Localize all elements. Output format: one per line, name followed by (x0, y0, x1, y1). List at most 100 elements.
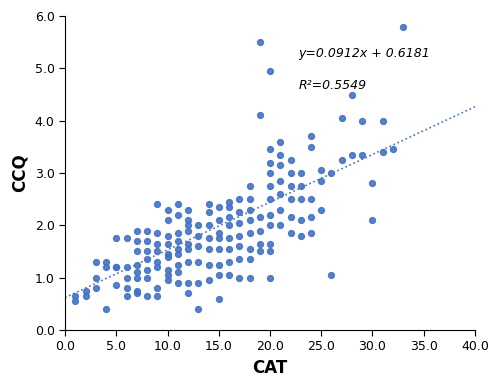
Point (194, 306, 202, 312)
Point (338, 115, 345, 121)
Point (276, 162, 284, 168)
Point (92, 275, 100, 281)
Point (184, 259, 192, 265)
Point (266, 241, 274, 247)
Point (174, 246, 182, 252)
Point (82, 288, 90, 294)
Point (133, 269, 141, 275)
Point (215, 295, 223, 301)
Point (318, 178, 326, 184)
Point (297, 170, 305, 176)
Point (236, 209, 244, 215)
Point (204, 262, 212, 268)
Point (307, 214, 315, 220)
Point (174, 262, 182, 268)
Point (328, 272, 336, 278)
Point (338, 157, 345, 163)
Point (276, 206, 284, 213)
Point (164, 241, 172, 247)
Point (286, 170, 294, 176)
Point (122, 235, 130, 241)
Point (174, 201, 182, 208)
Point (276, 139, 284, 145)
Point (215, 235, 223, 241)
Point (174, 230, 182, 236)
Point (122, 275, 130, 281)
Point (318, 206, 326, 213)
Point (154, 285, 162, 291)
Point (297, 183, 305, 189)
Y-axis label: CCQ: CCQ (11, 154, 29, 192)
Point (225, 199, 233, 205)
Point (236, 233, 244, 239)
Point (154, 259, 162, 265)
Point (122, 293, 130, 299)
Point (184, 222, 192, 229)
Point (307, 144, 315, 150)
Point (215, 230, 223, 236)
Point (266, 275, 274, 281)
Point (184, 206, 192, 213)
Point (143, 238, 151, 244)
Point (246, 196, 254, 202)
Point (348, 152, 356, 158)
Point (307, 230, 315, 236)
Point (246, 275, 254, 281)
Point (72, 293, 80, 299)
Point (225, 222, 233, 229)
Point (368, 217, 376, 223)
Point (286, 230, 294, 236)
Point (204, 246, 212, 252)
Point (256, 241, 264, 247)
Point (297, 196, 305, 202)
Point (358, 118, 366, 124)
Point (368, 180, 376, 187)
Point (194, 233, 202, 239)
Point (276, 191, 284, 197)
Point (194, 222, 202, 229)
Point (276, 222, 284, 229)
Point (92, 259, 100, 265)
Point (246, 246, 254, 252)
Point (154, 201, 162, 208)
Point (215, 217, 223, 223)
Point (184, 280, 192, 286)
Point (246, 206, 254, 213)
Point (164, 251, 172, 257)
Point (143, 275, 151, 281)
Point (378, 149, 386, 155)
Point (215, 246, 223, 252)
Point (246, 256, 254, 262)
Point (154, 264, 162, 270)
Point (184, 227, 192, 234)
Point (184, 290, 192, 296)
Point (266, 146, 274, 152)
Point (184, 241, 192, 247)
Point (256, 214, 264, 220)
Text: R²=0.5549: R²=0.5549 (298, 79, 367, 92)
Point (174, 280, 182, 286)
Point (266, 68, 274, 74)
Point (133, 262, 141, 268)
Point (225, 235, 233, 241)
Point (143, 248, 151, 255)
Point (286, 196, 294, 202)
Point (318, 167, 326, 173)
Point (102, 259, 110, 265)
Point (266, 248, 274, 255)
Point (112, 264, 120, 270)
Point (143, 267, 151, 273)
Point (225, 246, 233, 252)
Point (194, 280, 202, 286)
Point (154, 293, 162, 299)
Point (256, 227, 264, 234)
Point (194, 243, 202, 249)
Point (236, 256, 244, 262)
Point (92, 285, 100, 291)
Point (286, 214, 294, 220)
Point (266, 159, 274, 166)
Point (204, 201, 212, 208)
Point (236, 220, 244, 226)
Point (358, 152, 366, 158)
Point (328, 170, 336, 176)
